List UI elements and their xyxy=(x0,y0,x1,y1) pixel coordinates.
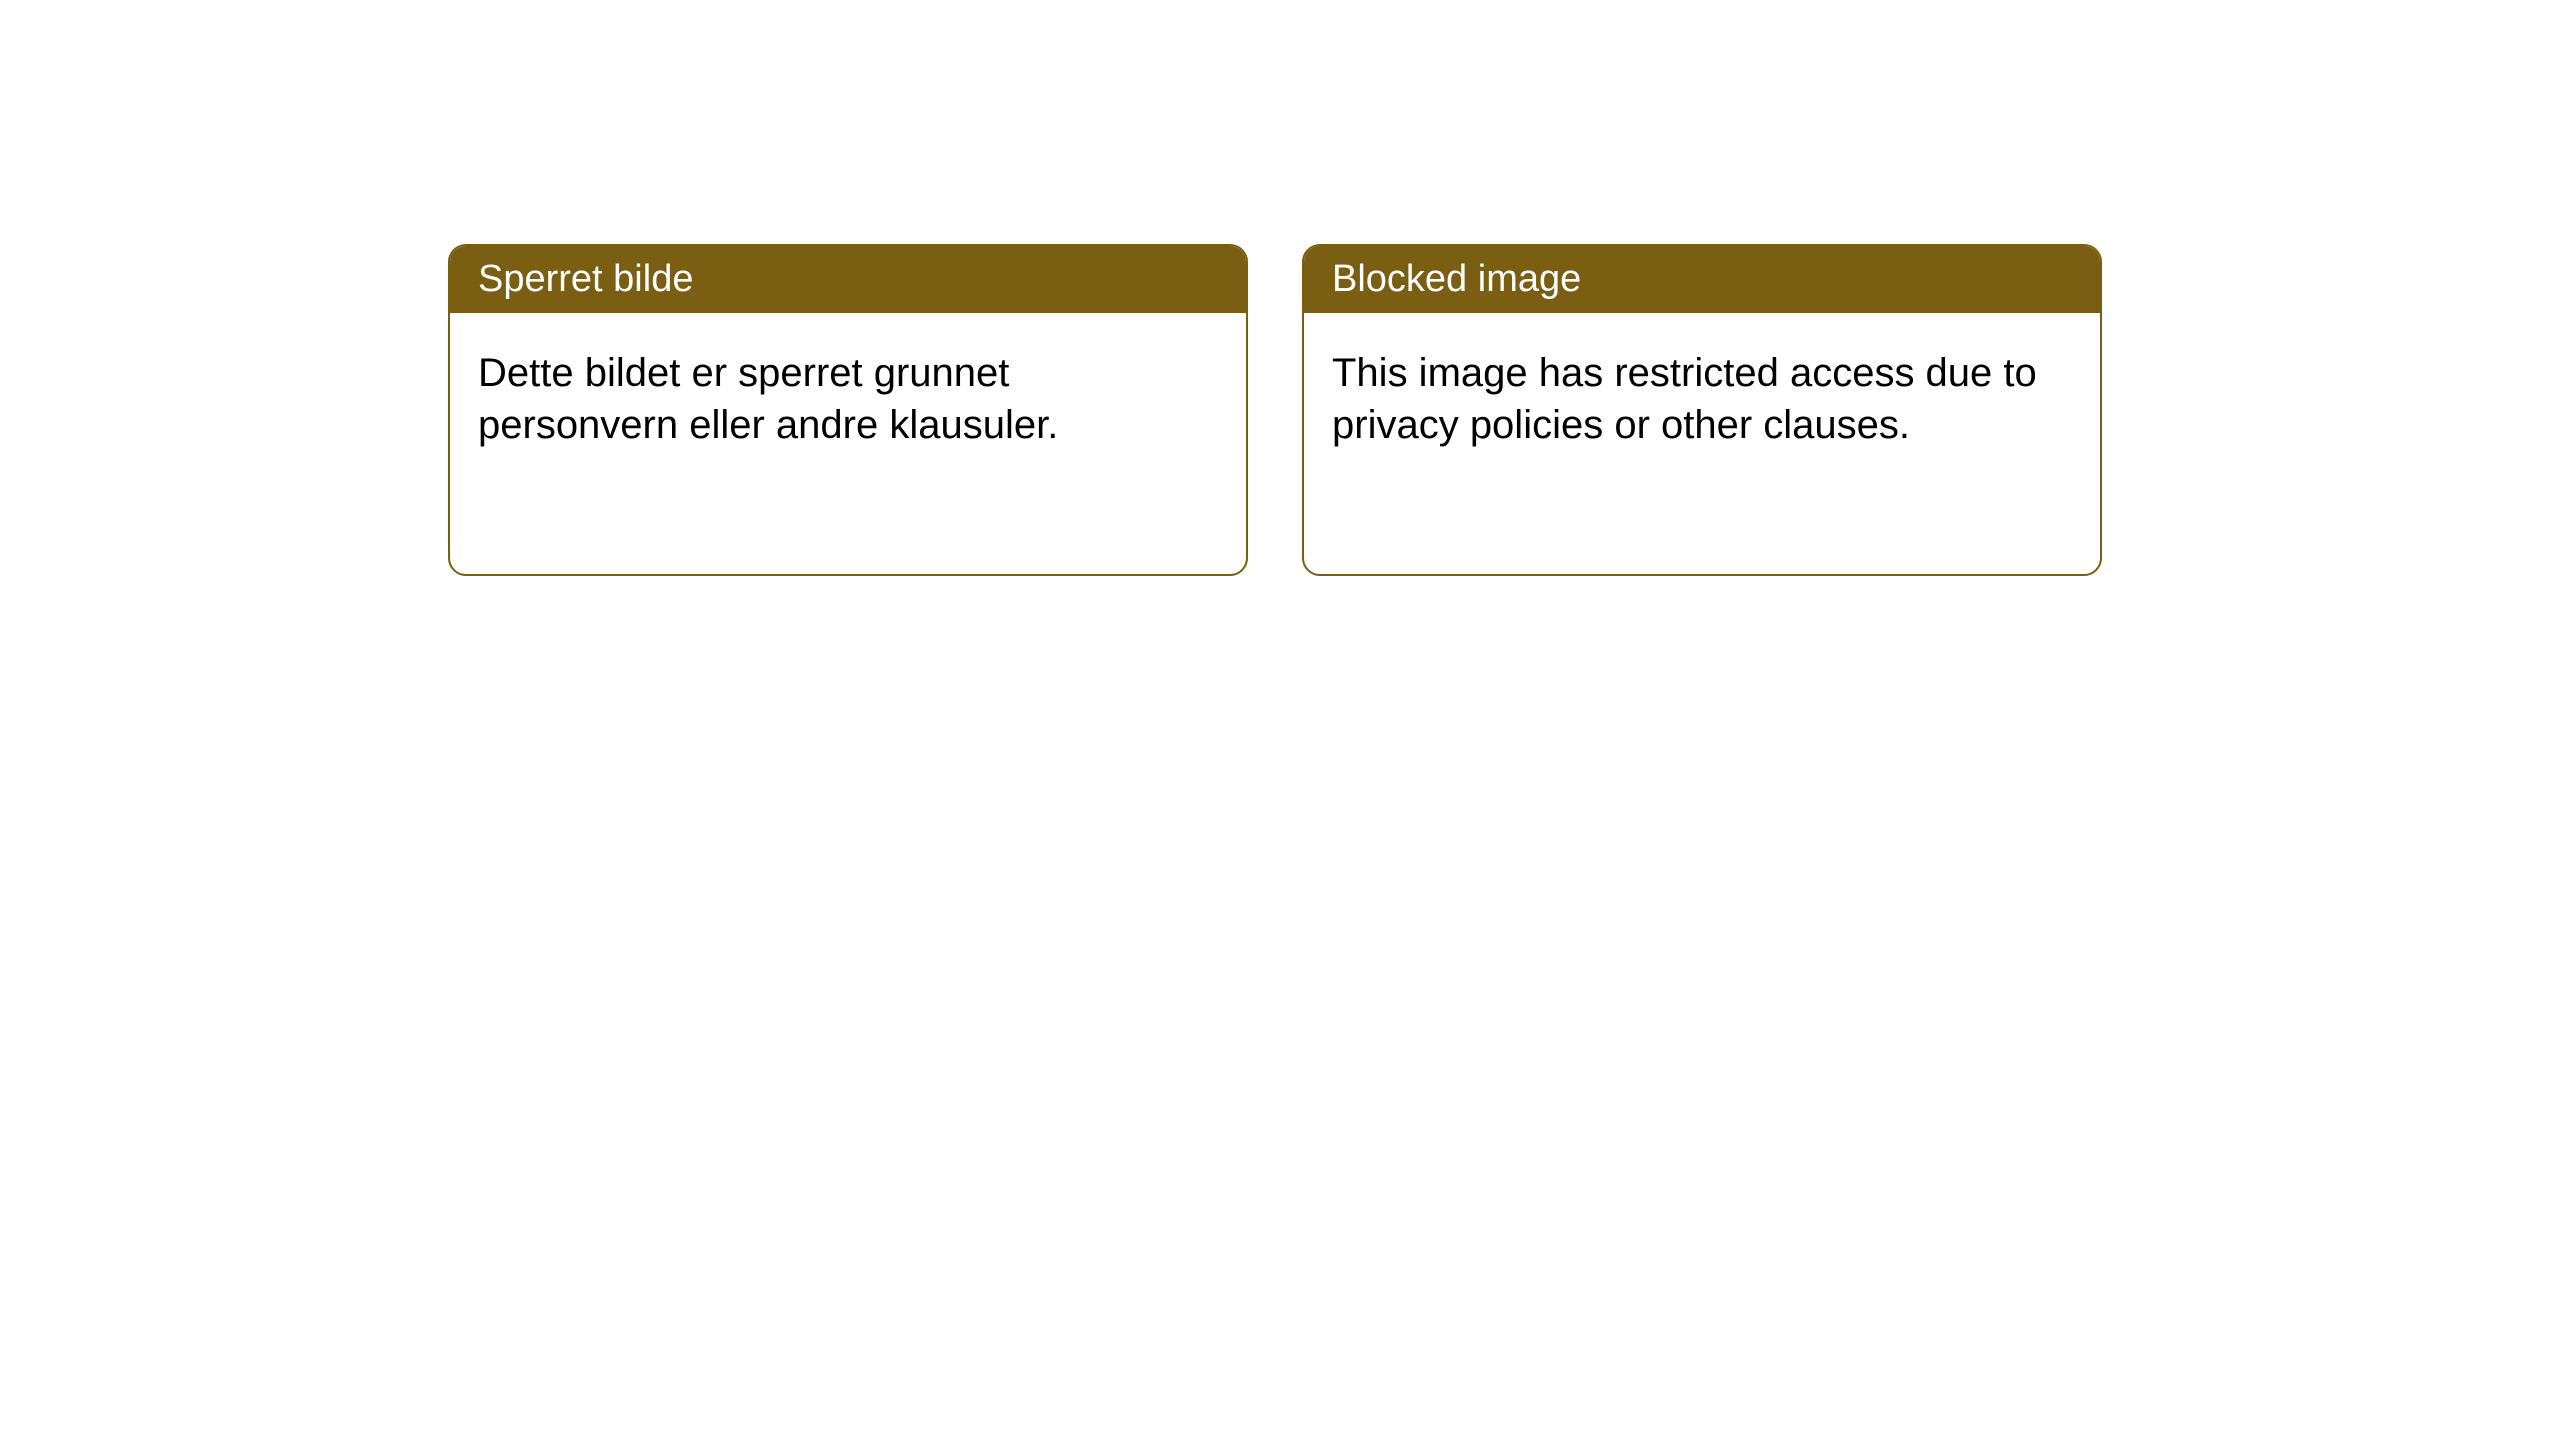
notice-body: This image has restricted access due to … xyxy=(1304,313,2100,485)
notice-card-english: Blocked image This image has restricted … xyxy=(1302,244,2102,576)
notice-card-norwegian: Sperret bilde Dette bildet er sperret gr… xyxy=(448,244,1248,576)
notice-body: Dette bildet er sperret grunnet personve… xyxy=(450,313,1246,485)
notice-title: Blocked image xyxy=(1304,246,2100,313)
notice-title: Sperret bilde xyxy=(450,246,1246,313)
notice-container: Sperret bilde Dette bildet er sperret gr… xyxy=(0,0,2560,576)
